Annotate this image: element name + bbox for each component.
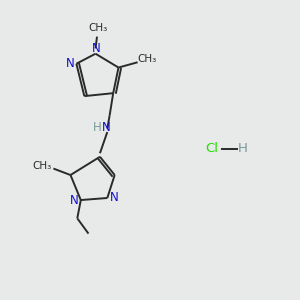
Text: N: N <box>110 191 118 205</box>
Text: H: H <box>93 121 101 134</box>
Text: CH₃: CH₃ <box>137 54 157 64</box>
Text: CH₃: CH₃ <box>33 160 52 171</box>
Text: CH₃: CH₃ <box>88 23 107 33</box>
Text: H: H <box>238 142 248 155</box>
Text: N: N <box>102 121 111 134</box>
Text: N: N <box>70 194 79 207</box>
Text: N: N <box>65 57 74 70</box>
Text: Cl: Cl <box>205 142 218 155</box>
Text: N: N <box>92 42 100 55</box>
